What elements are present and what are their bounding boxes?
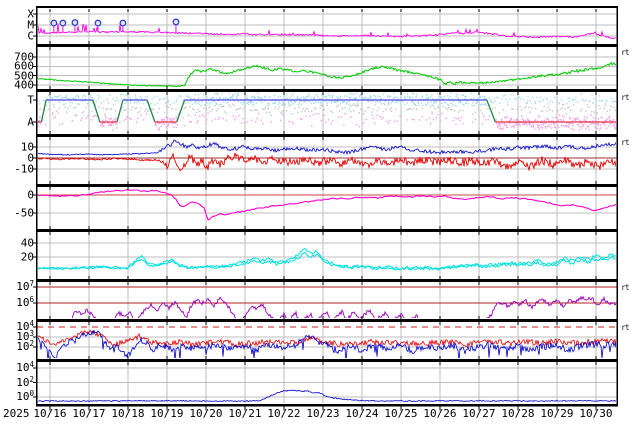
series-goes-xray-flux — [38, 23, 616, 40]
tick-label-imf-sector-A: A — [27, 115, 34, 129]
flare-markers — [50, 18, 180, 33]
panel-imf-sector — [38, 92, 616, 131]
series-proton-density-a — [38, 248, 616, 271]
tick-label-proton-flux-10e2: 102 — [16, 339, 34, 353]
tick-label-proton-background-10e0: 100 — [16, 389, 34, 404]
panel-imf-b — [38, 139, 616, 172]
sector-scatter-pink — [38, 110, 616, 131]
date-label-10-29: 10/29 — [540, 407, 574, 420]
date-label-10-23: 10/23 — [306, 407, 340, 420]
series-proton-background — [38, 389, 616, 403]
side-label-rt-imf-b: rt — [621, 138, 630, 147]
tick-label-imf-b-10: 10 — [20, 140, 34, 154]
side-label-rt-proton-flux: rt — [621, 323, 630, 332]
series-proton-flux-red — [38, 329, 616, 349]
series-electron-flux — [71, 295, 616, 318]
tick-label-dst--50: -50 — [14, 206, 34, 220]
panel-grid-density — [37, 232, 617, 278]
tick-label-density-40: 40 — [20, 236, 34, 250]
date-label-10-28: 10/28 — [501, 407, 535, 420]
panel-grid-imf-b — [37, 137, 617, 183]
panel-xray-flux — [38, 18, 616, 40]
series-solar-wind-speed — [38, 61, 616, 88]
date-label-10-19: 10/19 — [150, 407, 184, 420]
year-label: 2025 — [3, 407, 30, 420]
tick-label-solar-wind-speed-600: 600 — [14, 59, 34, 73]
date-label-10-27: 10/27 — [462, 407, 496, 420]
side-label-rt-electron-flux: rt — [621, 283, 630, 292]
series-proton-density-b — [38, 251, 616, 271]
date-label-10-21: 10/21 — [228, 407, 262, 420]
sector-line — [38, 99, 616, 123]
tick-label-imf-b-0: 0 — [27, 151, 34, 165]
tick-label-electron-flux-10e7: 107 — [16, 279, 34, 293]
tick-label-density-20: 20 — [20, 250, 34, 264]
series-imf-bt — [38, 139, 616, 156]
tick-label-xray-flux-X: X — [27, 7, 34, 21]
panel-proton-background — [38, 389, 616, 403]
panel-grid-xray-flux — [37, 9, 617, 43]
panel-density — [38, 248, 616, 271]
tick-label-proton-flux-10e3: 103 — [16, 329, 34, 343]
tick-label-proton-background-10e4: 104 — [16, 359, 34, 374]
tick-label-proton-flux-10e4: 104 — [16, 319, 34, 333]
panel-solar-wind-speed — [38, 61, 616, 88]
date-label-10-16: 10/16 — [33, 407, 67, 420]
sector-scatter-gray — [39, 102, 616, 116]
date-label-10-22: 10/22 — [267, 407, 301, 420]
date-label-10-18: 10/18 — [111, 407, 145, 420]
series-imf-bz — [38, 152, 616, 172]
date-label-10-30: 10/30 — [579, 407, 613, 420]
tick-label-electron-flux-10e6: 106 — [16, 295, 34, 309]
tick-label-solar-wind-speed-400: 400 — [14, 78, 34, 92]
date-label-10-20: 10/20 — [189, 407, 223, 420]
panel-proton-flux — [38, 329, 616, 358]
date-label-10-25: 10/25 — [384, 407, 418, 420]
date-label-10-26: 10/26 — [423, 407, 457, 420]
tick-label-solar-wind-speed-500: 500 — [14, 69, 34, 83]
panel-electron-flux — [71, 295, 616, 318]
side-label-rt-solar-wind-speed: rt — [621, 48, 630, 57]
series-dst-index — [38, 189, 616, 221]
date-label-10-17: 10/17 — [72, 407, 106, 420]
panel-grid-proton-background — [37, 362, 617, 403]
tick-label-imf-sector-T: T — [27, 93, 34, 107]
chart-frame — [33, 6, 618, 411]
panel-dst — [38, 189, 616, 221]
panel-grid-dst — [37, 187, 617, 228]
tick-label-xray-flux-C: C — [27, 29, 34, 43]
tick-label-imf-b--10: -10 — [14, 162, 34, 176]
date-label-10-24: 10/24 — [345, 407, 379, 420]
tick-label-dst-0: 0 — [27, 188, 34, 202]
side-label-rt-imf-sector: rt — [621, 93, 630, 102]
tick-label-solar-wind-speed-700: 700 — [14, 50, 34, 64]
panel-grid-solar-wind-speed — [37, 47, 617, 88]
series-proton-flux-blue — [38, 329, 616, 358]
panel-grid-electron-flux — [37, 282, 617, 318]
tick-label-xray-flux-M: M — [27, 18, 34, 32]
tick-label-proton-background-10e2: 102 — [16, 374, 34, 389]
